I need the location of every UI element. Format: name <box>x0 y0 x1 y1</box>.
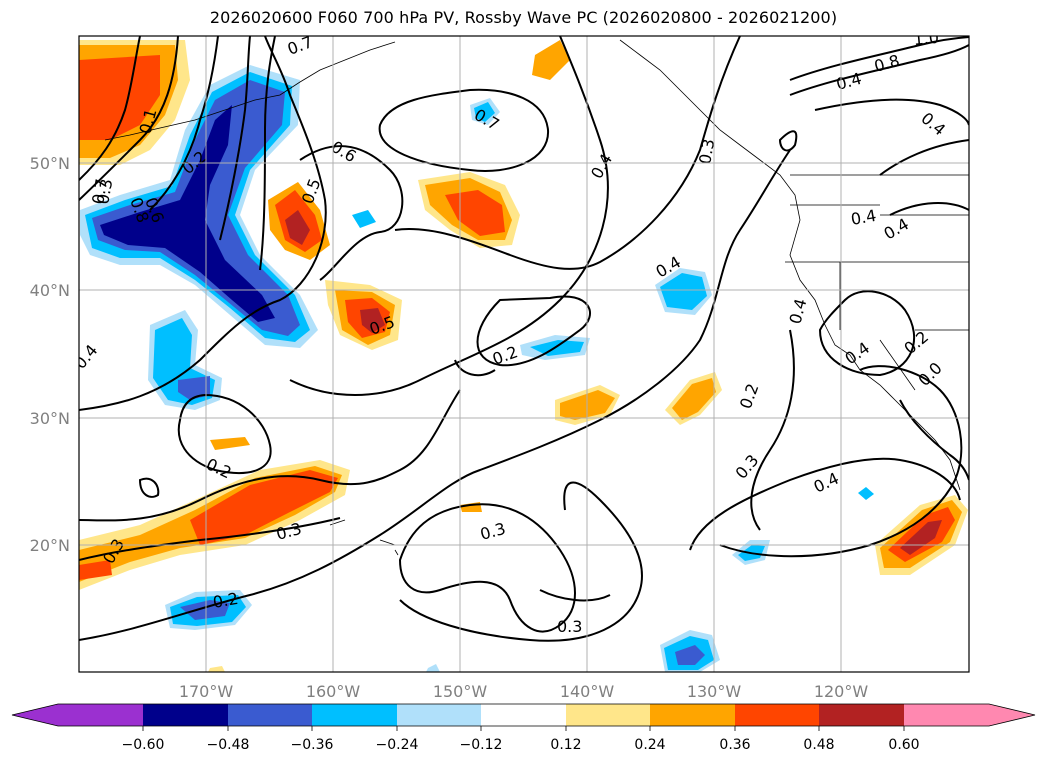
colorbar-tick: −0.48 <box>207 737 250 753</box>
lon-label-140w: 140°W <box>560 682 615 701</box>
contour-label: 0.3 <box>557 617 582 636</box>
colorbar-segment <box>228 704 312 726</box>
colorbar-segment <box>58 704 143 726</box>
colorbar-tick: −0.36 <box>291 737 334 753</box>
colorbar-segment <box>566 704 650 726</box>
colorbar-tick: −0.24 <box>376 737 419 753</box>
colorbar-segment <box>904 704 989 726</box>
lon-label-150w: 150°W <box>433 682 488 701</box>
colorbar-extend-high <box>989 704 1035 726</box>
colorbar-tick: 0.36 <box>719 737 750 753</box>
colorbar-segment <box>650 704 735 726</box>
lat-label-30n: 30°N <box>30 409 70 428</box>
contour-label: 0.3 <box>695 137 718 165</box>
colorbar-tick: −0.60 <box>122 737 165 753</box>
lon-label-130w: 130°W <box>687 682 742 701</box>
map-title: 2026020600 F060 700 hPa PV, Rossby Wave … <box>209 8 838 27</box>
negative-anomaly-shading <box>80 65 874 672</box>
colorbar-tick: 0.12 <box>550 737 581 753</box>
contour-label: 0.2 <box>211 589 239 612</box>
lon-label-160w: 160°W <box>306 682 361 701</box>
colorbar-segment <box>312 704 397 726</box>
colorbar-tick: 0.48 <box>803 737 834 753</box>
longitude-labels: 170°W 160°W 150°W 140°W 130°W 120°W <box>179 682 869 701</box>
colorbar-segment <box>397 704 481 726</box>
contour-label: 1.0 <box>913 28 940 49</box>
lat-label-40n: 40°N <box>30 281 70 300</box>
colorbar-extend-low <box>12 704 58 726</box>
colorbar-tick: −0.12 <box>460 737 503 753</box>
lon-label-120w: 120°W <box>814 682 869 701</box>
contour-label: 0.4 <box>849 206 877 229</box>
colorbar-segment <box>481 704 566 726</box>
contour-label: 0.3 <box>93 177 116 205</box>
lat-label-20n: 20°N <box>30 536 70 555</box>
colorbar: −0.60 −0.48 −0.36 −0.24 −0.12 0.12 0.24 … <box>11 703 1036 753</box>
colorbar-tick: 0.24 <box>634 737 665 753</box>
map-frame <box>78 35 970 673</box>
lat-label-50n: 50°N <box>30 154 70 173</box>
graticule <box>79 36 969 672</box>
colorbar-segment <box>735 704 819 726</box>
colorbar-segment <box>143 704 228 726</box>
lon-label-170w: 170°W <box>179 682 234 701</box>
colorbar-segment <box>819 704 904 726</box>
contour-label: 0.7 <box>88 177 111 205</box>
pv-contours <box>79 36 969 642</box>
colorbar-tick: 0.60 <box>888 737 919 753</box>
latitude-labels: 50°N 40°N 30°N 20°N <box>30 154 70 555</box>
positive-anomaly-shading <box>79 40 968 672</box>
